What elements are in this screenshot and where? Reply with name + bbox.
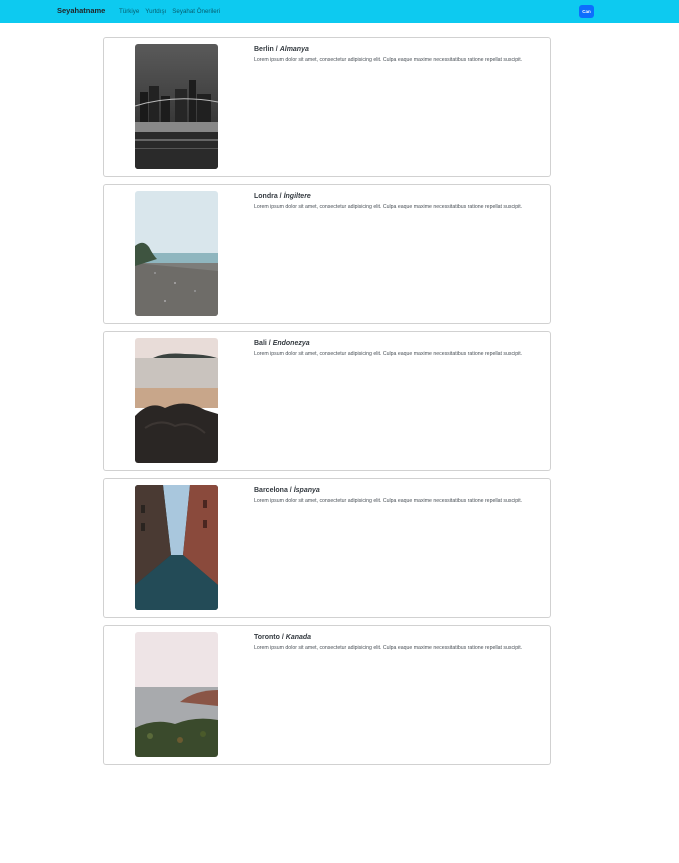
toronto-photo [135, 632, 218, 757]
card-title: Barcelona / İspanya [254, 486, 550, 495]
card-description: Lorem ipsum dolor sit amet, consectetur … [254, 351, 523, 357]
title-separator: / [266, 340, 273, 347]
country-name: Endonezya [272, 340, 310, 347]
destination-card-londra: Londra / İngiltere Lorem ipsum dolor sit… [103, 184, 551, 324]
top-navbar: Seyahatname Türkiye Yurtdışı Seyahat Öne… [0, 0, 679, 23]
title-separator: / [273, 46, 280, 53]
country-name: Almanya [279, 46, 309, 53]
card-description: Lorem ipsum dolor sit amet, consectetur … [254, 57, 523, 63]
card-body: Barcelona / İspanya Lorem ipsum dolor si… [254, 486, 550, 505]
nav-link-turkiye[interactable]: Türkiye [119, 8, 140, 15]
brand-link[interactable]: Seyahatname [57, 6, 106, 15]
berlin-photo [135, 44, 218, 169]
title-separator: / [277, 193, 284, 200]
card-body: Toronto / Kanada Lorem ipsum dolor sit a… [254, 633, 550, 652]
destination-card-toronto: Toronto / Kanada Lorem ipsum dolor sit a… [103, 625, 551, 765]
destination-card-bali: Bali / Endonezya Lorem ipsum dolor sit a… [103, 331, 551, 471]
card-title: Toronto / Kanada [254, 633, 550, 642]
card-title: Berlin / Almanya [254, 45, 550, 54]
bali-photo [135, 338, 218, 463]
city-name: Barcelona [254, 487, 288, 494]
city-name: Berlin [254, 46, 274, 53]
card-body: Bali / Endonezya Lorem ipsum dolor sit a… [254, 339, 550, 358]
card-description: Lorem ipsum dolor sit amet, consectetur … [254, 498, 523, 504]
title-separator: / [287, 487, 294, 494]
country-name: İngiltere [283, 193, 311, 200]
city-name: Toronto [254, 634, 280, 641]
city-name: Bali [254, 340, 267, 347]
nav-link-yurtdisi[interactable]: Yurtdışı [145, 8, 167, 15]
card-body: Londra / İngiltere Lorem ipsum dolor sit… [254, 192, 550, 211]
nav-links: Türkiye Yurtdışı Seyahat Önerileri [119, 7, 220, 16]
destination-card-berlin: Berlin / Almanya Lorem ipsum dolor sit a… [103, 37, 551, 177]
card-description: Lorem ipsum dolor sit amet, consectetur … [254, 645, 523, 651]
country-name: Kanada [285, 634, 312, 641]
user-button[interactable]: Can [579, 5, 594, 18]
card-title: Londra / İngiltere [254, 192, 550, 201]
nav-link-seyahat-onerileri[interactable]: Seyahat Önerileri [172, 8, 221, 15]
card-body: Berlin / Almanya Lorem ipsum dolor sit a… [254, 45, 550, 64]
barcelona-photo [135, 485, 218, 610]
title-separator: / [279, 634, 286, 641]
city-name: Londra [254, 193, 278, 200]
destination-card-barcelona: Barcelona / İspanya Lorem ipsum dolor si… [103, 478, 551, 618]
country-name: İspanya [293, 487, 320, 494]
card-title: Bali / Endonezya [254, 339, 550, 348]
card-description: Lorem ipsum dolor sit amet, consectetur … [254, 204, 523, 210]
londra-photo [135, 191, 218, 316]
